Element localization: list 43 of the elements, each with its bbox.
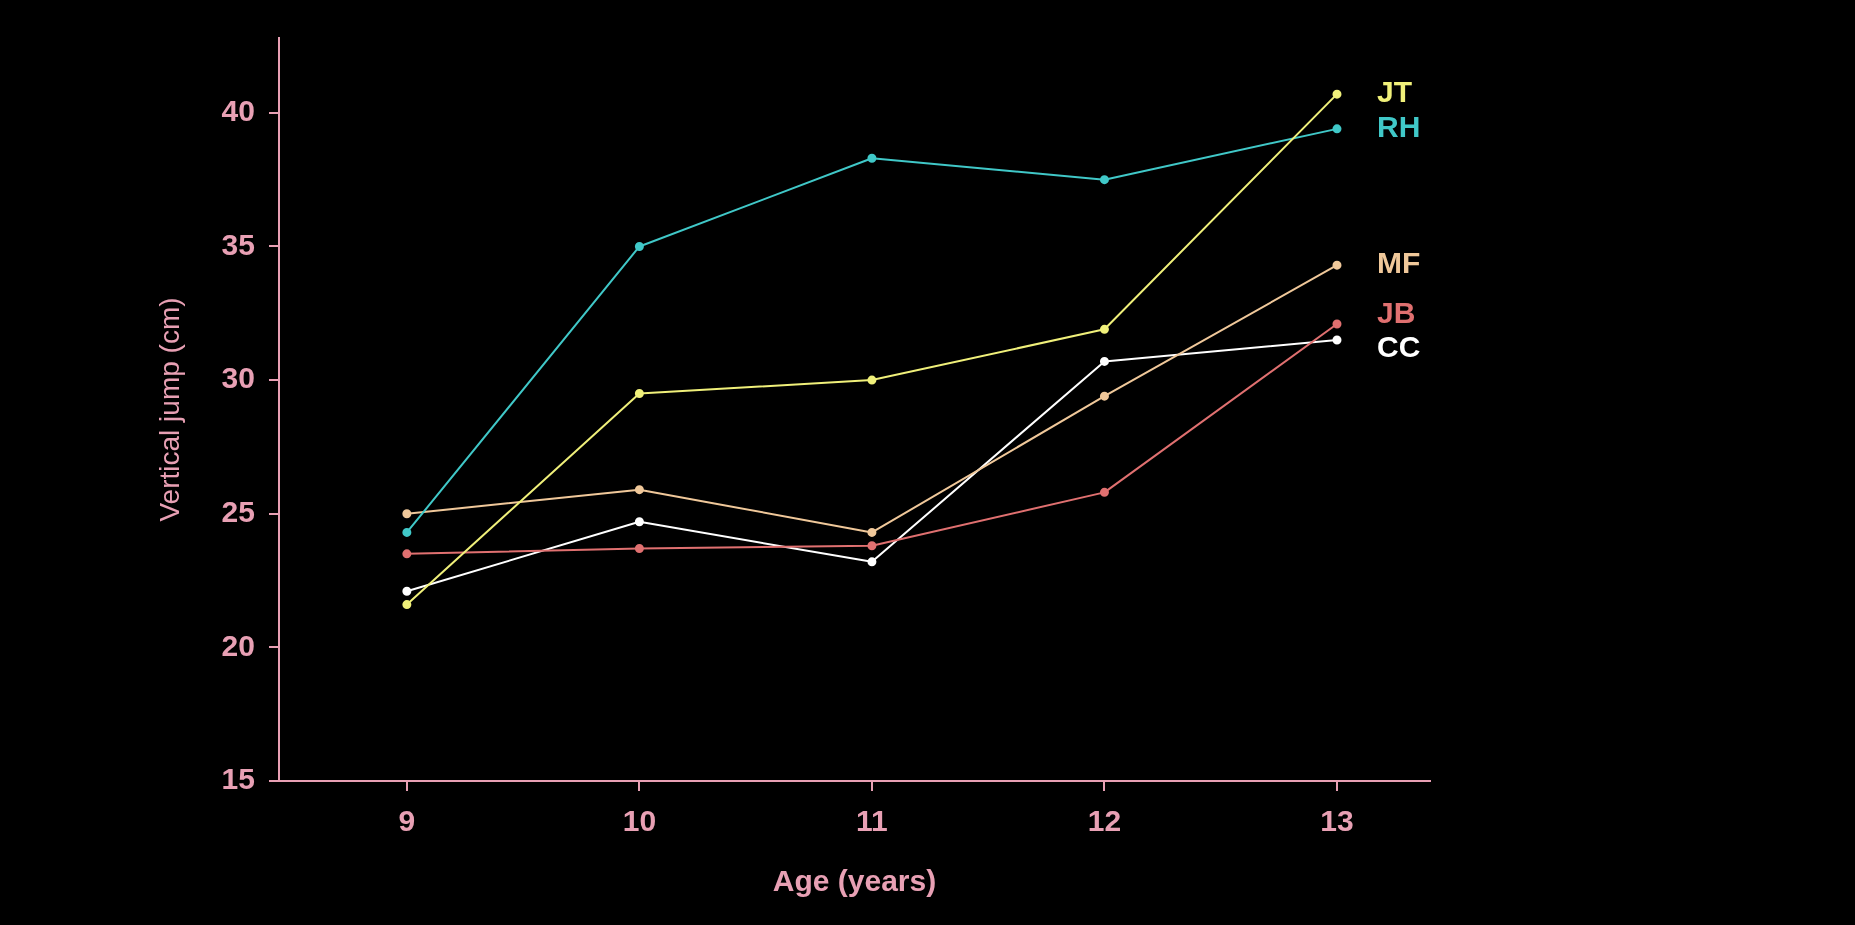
y-tick-label: 25	[221, 495, 255, 528]
point	[1099, 487, 1109, 497]
point	[634, 388, 644, 398]
x-tick-label: 11	[856, 804, 888, 838]
point	[402, 600, 412, 610]
point	[1099, 391, 1109, 401]
series-label: CC	[1376, 330, 1421, 364]
point	[1332, 335, 1342, 345]
point	[867, 153, 877, 163]
point	[402, 527, 412, 537]
series-label: JT	[1376, 75, 1412, 109]
point	[402, 586, 412, 596]
point	[867, 541, 877, 551]
series-label: MF	[1376, 246, 1421, 280]
point	[1099, 324, 1109, 334]
point	[1099, 175, 1109, 185]
point	[1332, 260, 1342, 270]
y-tick-label: 20	[221, 628, 255, 662]
point	[634, 485, 644, 495]
point	[1332, 89, 1342, 99]
x-tick-label: 13	[1320, 804, 1354, 838]
y-tick-label: 15	[221, 762, 255, 796]
x-axis-title: Age (years)	[772, 864, 937, 898]
point	[1099, 356, 1109, 366]
point	[402, 549, 412, 559]
x-tick-label: 12	[1087, 804, 1122, 838]
y-tick-label: 35	[221, 227, 255, 261]
point	[634, 517, 644, 527]
series-label: JB	[1376, 296, 1416, 330]
point	[867, 375, 877, 385]
point	[867, 527, 877, 537]
y-tick-label: 40	[221, 94, 255, 128]
y-tick-label: 30	[221, 361, 255, 395]
point	[1332, 124, 1342, 134]
y-axis-title: Vertical jump (cm)	[153, 297, 185, 522]
x-tick-label: 9	[398, 804, 416, 838]
point	[402, 509, 412, 519]
point	[867, 557, 877, 567]
x-tick-label: 10	[622, 804, 657, 838]
point	[634, 543, 644, 553]
series-label: RH	[1376, 110, 1421, 144]
point	[1332, 319, 1342, 329]
point	[634, 241, 644, 251]
